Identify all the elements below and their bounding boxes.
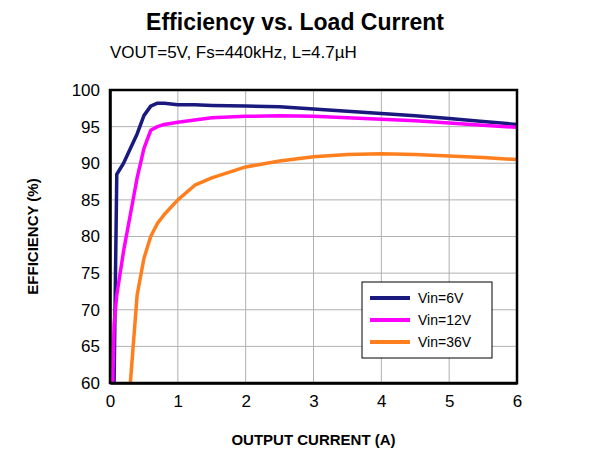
x-axis: 0 1 2 3 4 5 6 [106,383,522,411]
plot-frame [110,90,517,383]
legend-swatch [370,296,410,300]
series-line [130,154,517,383]
tick-label: 100 [72,81,100,100]
series-line [113,116,517,383]
grid-line-y [110,163,517,164]
tick-label: 65 [81,337,100,356]
tick: 75 [81,264,110,283]
grid-line-y [110,199,517,200]
tick-label: 85 [81,191,100,210]
tick: 85 [81,191,110,210]
tick: 5 [445,383,454,411]
tick: 6 [513,383,522,411]
tick: 4 [377,383,386,411]
tick-label: 80 [81,227,100,246]
y-axis: 60 65 70 75 80 85 90 95 100 [72,81,111,393]
y-axis-title: EFFICIENCY (%) [24,178,41,294]
grid [110,90,517,383]
title: Efficiency vs. Load Current [146,9,444,35]
tick: 60 [81,374,110,393]
grid-line-y [110,273,517,274]
tick: 1 [174,383,183,411]
tick: 65 [81,337,110,356]
legend-label: Vin=6V [418,290,464,306]
legend-label: Vin=12V [418,312,472,328]
legend-swatch [370,318,410,322]
tick-label: 2 [241,392,250,411]
tick-label: 3 [309,392,318,411]
tick-label: 95 [81,118,100,137]
tick: 0 [106,383,115,411]
tick-label: 75 [81,264,100,283]
tick: 100 [72,81,110,100]
tick: 3 [309,383,318,411]
tick-label: 5 [445,392,454,411]
series-line [114,103,517,383]
tick: 2 [241,383,250,411]
legend-swatch [370,340,410,344]
tick: 70 [81,301,110,320]
legend: Vin=6V Vin=12V Vin=36V [362,282,492,358]
tick: 95 [81,118,110,137]
tick-label: 60 [81,374,100,393]
tick: 90 [81,154,110,173]
tick-label: 70 [81,301,100,320]
legend-box [362,282,492,358]
tick: 80 [81,227,110,246]
tick-label: 90 [81,154,100,173]
subtitle: VOUT=5V, Fs=440kHz, L=4.7µH [110,43,357,62]
tick-label: 6 [513,392,522,411]
series-group [113,103,517,383]
tick-label: 0 [106,392,115,411]
legend-label: Vin=36V [418,334,472,350]
tick-label: 1 [174,392,183,411]
grid-line-y [110,236,517,237]
tick-label: 4 [377,392,386,411]
grid-line-y [110,126,517,127]
chart: Efficiency vs. Load Current VOUT=5V, Fs=4… [0,0,589,457]
x-axis-title: OUTPUT CURRENT (A) [231,431,395,448]
